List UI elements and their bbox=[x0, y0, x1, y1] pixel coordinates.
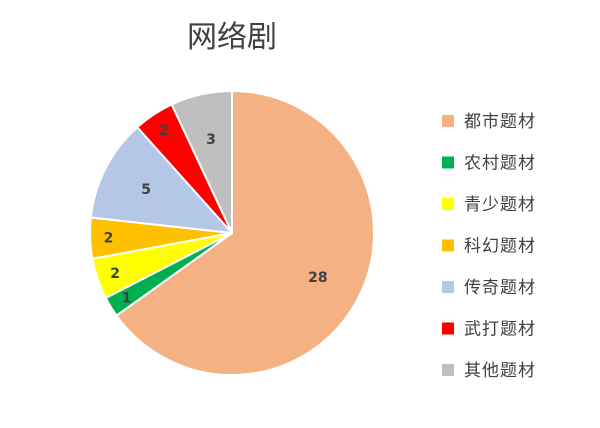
slice-data-label-1: 28 bbox=[308, 270, 327, 286]
chart-title: 网络剧 bbox=[187, 20, 277, 55]
slice-data-label-5: 5 bbox=[141, 182, 151, 198]
legend-swatch-5 bbox=[442, 281, 454, 293]
legend-label-5: 传奇题材 bbox=[464, 278, 536, 298]
legend-swatch-6 bbox=[442, 322, 454, 335]
legend-swatch-4 bbox=[442, 239, 454, 252]
pie-slice-5 bbox=[89, 126, 233, 234]
slice-data-label-7: 3 bbox=[206, 132, 216, 148]
legend-swatch-7 bbox=[442, 364, 454, 376]
legend-swatch-2 bbox=[442, 156, 454, 169]
legend-label-3: 青少题材 bbox=[464, 195, 536, 215]
slice-data-label-6: 2 bbox=[159, 123, 169, 139]
slice-data-label-2: 1 bbox=[122, 290, 132, 306]
legend-label-1: 都市题材 bbox=[464, 112, 536, 132]
slice-data-label-4: 2 bbox=[104, 231, 114, 247]
legend-label-7: 其他题材 bbox=[464, 361, 536, 381]
pie-slices bbox=[89, 90, 375, 376]
legend-label-6: 武打题材 bbox=[464, 320, 536, 340]
legend-label-4: 科幻题材 bbox=[464, 237, 536, 257]
pie-slice-7 bbox=[170, 90, 233, 234]
legend-label-2: 农村题材 bbox=[464, 154, 536, 174]
slice-data-label-3: 2 bbox=[110, 266, 120, 282]
legend-swatch-1 bbox=[442, 115, 454, 127]
legend-swatch-3 bbox=[442, 198, 454, 210]
pie-slice-1 bbox=[115, 90, 375, 376]
